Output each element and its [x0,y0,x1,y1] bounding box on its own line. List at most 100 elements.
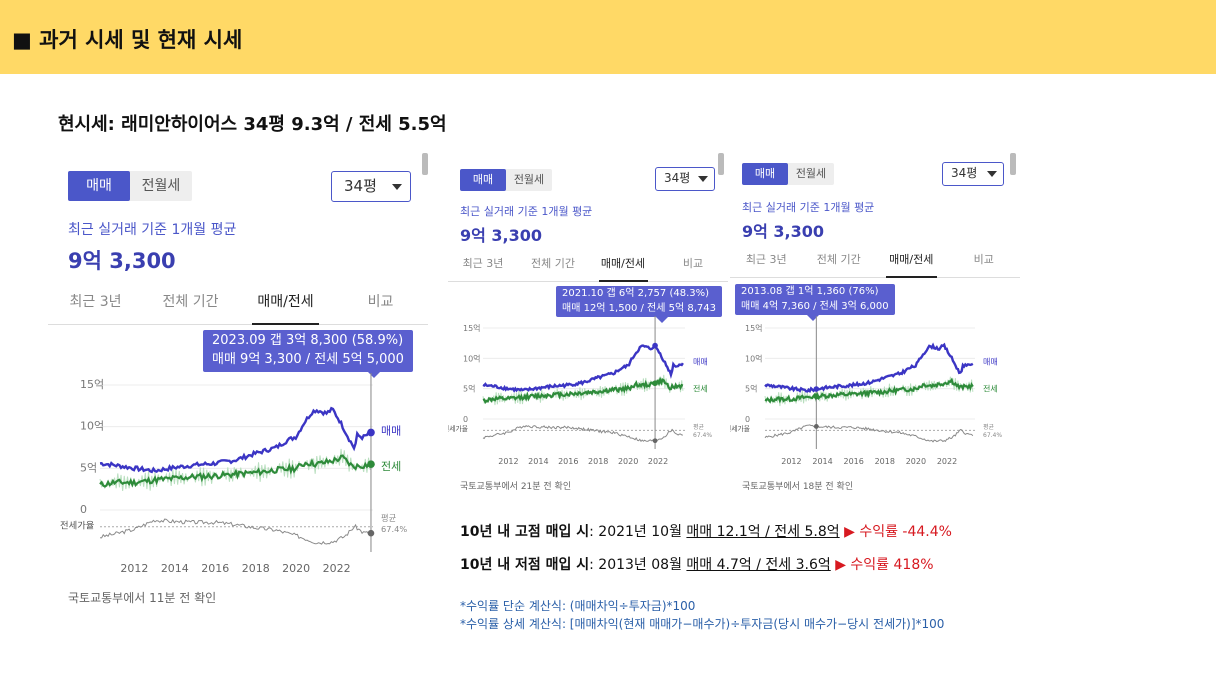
tab-recent-3y[interactable]: 최근 3년 [745,253,787,266]
scrollbar[interactable] [422,153,428,175]
x-tick-label: 2020 [282,562,310,575]
tab-all-period[interactable]: 전체 기간 [816,253,861,266]
x-tick-label: 2020 [906,457,926,466]
chevron-down-icon [698,176,708,182]
average-price: 9억 3,300 [68,249,176,273]
x-tick-label: 2022 [937,457,957,466]
ratio-average-label: 평균 [983,423,995,431]
period-tabs: 최근 3년 전체 기간 매매/전세 비교 [48,291,428,325]
period-tabs: 최근 3년 전체 기간 매매/전세 비교 [448,255,728,282]
x-tick-label: 2020 [618,457,638,466]
price-chart[interactable]: 15억 10억 5억 0 2012 2014 2016 2018 2020 2022 매매전세전세가… [448,153,728,495]
tab-rent[interactable]: 전월세 [141,178,181,194]
jeonse-line [99,454,371,488]
sale-marker [367,428,375,437]
average-price: 9억 3,300 [460,226,543,245]
size-select[interactable]: 34평 [655,167,715,191]
low-buy-prices: 매매 4.7억 / 전세 3.6억 [686,557,831,573]
x-tick-label: 2014 [812,457,832,466]
x-tick-label: 2012 [120,562,148,575]
y-tick-label: 5억 [463,384,475,394]
ratio-average-label: 평균 [693,423,705,431]
size-select[interactable]: 34평 [331,171,411,202]
chart-tooltip: 2013.08 갭 1억 1,360 (76%) 매매 4억 7,360 / 전… [735,284,895,321]
ratio-average-value: 67.4% [693,432,712,439]
y-tick-label: 15억 [745,323,763,333]
x-tick-label: 2016 [558,457,578,466]
tab-all-period[interactable]: 전체 기간 [531,257,575,270]
legend-sale: 매매 [983,358,998,367]
high-buy-label: 10년 내 고점 매입 시 [460,524,590,540]
legend-jeonse: 전세 [983,384,998,394]
tab-sale[interactable]: 매매 [460,169,506,191]
average-note: 최근 실거래 기준 1개월 평균 [68,222,237,238]
x-tick-label: 2022 [648,457,668,466]
tab-sale-jeonse[interactable]: 매매/전세 [238,291,333,325]
x-tick-label: 2022 [323,562,351,575]
size-select-value: 34평 [951,166,978,180]
return-label: 수익률 [850,557,890,573]
tooltip-gap: 2023.09 갭 3억 8,300 (58.9%) [212,333,404,348]
x-tick-label: 2016 [843,457,863,466]
y-tick-label: 0 [80,503,87,516]
x-tick-label: 2016 [201,562,229,575]
ratio-label: 전세가율 [730,424,750,433]
y-tick-label: 10억 [80,420,104,433]
low-buy-calc: 10년 내 저점 매입 시: 2013년 08월 매매 4.7억 / 전세 3.… [460,554,934,574]
price-chart[interactable]: 15억 10억 5억 0 2012 2014 2016 2018 2020 2022 매매전세전세가… [48,153,428,613]
tab-sale-jeonse[interactable]: 매매/전세 [588,255,658,282]
tab-sale[interactable]: 매매 [742,163,788,185]
arrow-right-icon: ▶ [839,524,860,540]
trade-type-toggle: 매매 전월세 [460,169,552,191]
tab-all-period[interactable]: 전체 기간 [162,294,219,310]
x-tick-label: 2012 [781,457,801,466]
size-select[interactable]: 34평 [942,162,1004,186]
slide-title: ■ 과거 시세 및 현재 시세 [12,28,243,52]
y-tick-label: 10억 [463,353,481,363]
ratio-line [482,425,684,443]
average-note: 최근 실거래 기준 1개월 평균 [742,201,875,214]
jeonse-marker [652,380,658,387]
low-buy-date: : 2013년 08월 [589,557,687,573]
tab-recent-3y[interactable]: 최근 3년 [462,257,504,270]
scrollbar[interactable] [1010,153,1016,175]
jeonse-line [764,377,974,404]
tab-recent-3y[interactable]: 최근 3년 [69,294,122,310]
scrollbar[interactable] [718,153,724,175]
return-label: 수익률 [859,524,898,540]
tab-sale-jeonse[interactable]: 매매/전세 [875,251,948,278]
ratio-line [764,424,974,443]
price-chart-panel-low: 매매 전월세 34평 최근 실거래 기준 1개월 평균 9억 3,300 최근 … [730,153,1020,495]
tab-rent[interactable]: 전월세 [513,173,545,186]
slide-header: ■ 과거 시세 및 현재 시세 [0,0,1216,74]
source-footer: 국토교통부에서 21분 전 확인 [460,482,572,492]
arrow-right-icon: ▶ [830,557,851,573]
ratio-marker [813,424,819,429]
price-chart[interactable]: 15억 10억 5억 0 2012 2014 2016 2018 2020 2022 매매전세전세가… [730,153,1020,495]
legend-jeonse: 전세 [381,460,401,473]
ratio-line [99,518,371,545]
tab-rent[interactable]: 전월세 [795,167,827,180]
tab-compare[interactable]: 비교 [682,257,704,270]
ratio-label: 전세가율 [60,521,95,532]
size-select-value: 34평 [664,171,691,185]
tooltip-prices: 매매 12억 1,500 / 전세 5억 8,743 [562,302,716,314]
tab-compare[interactable]: 비교 [973,253,994,266]
chevron-down-icon [987,171,997,177]
chart-tooltip: 2023.09 갭 3억 8,300 (58.9%) 매매 9억 3,300 /… [203,330,413,378]
x-tick-label: 2014 [161,562,189,575]
trade-type-toggle: 매매 전월세 [742,163,834,185]
y-tick-label: 5억 [745,384,757,394]
source-footer: 국토교통부에서 11분 전 확인 [68,591,217,605]
x-tick-label: 2018 [588,457,608,466]
ratio-average-label: 평균 [381,513,397,523]
tab-compare[interactable]: 비교 [367,294,394,310]
x-tick-label: 2014 [528,457,548,466]
sale-marker [652,342,658,349]
x-tick-label: 2012 [498,457,518,466]
y-tick-label: 15억 [80,378,104,391]
chart-tooltip: 2021.10 갭 6억 2,757 (48.3%) 매매 12억 1,500 … [556,286,722,323]
y-tick-label: 0 [463,415,468,424]
tab-sale[interactable]: 매매 [68,171,130,201]
price-chart-panel-peak: 매매 전월세 34평 최근 실거래 기준 1개월 평균 9억 3,300 최근 … [448,153,728,495]
